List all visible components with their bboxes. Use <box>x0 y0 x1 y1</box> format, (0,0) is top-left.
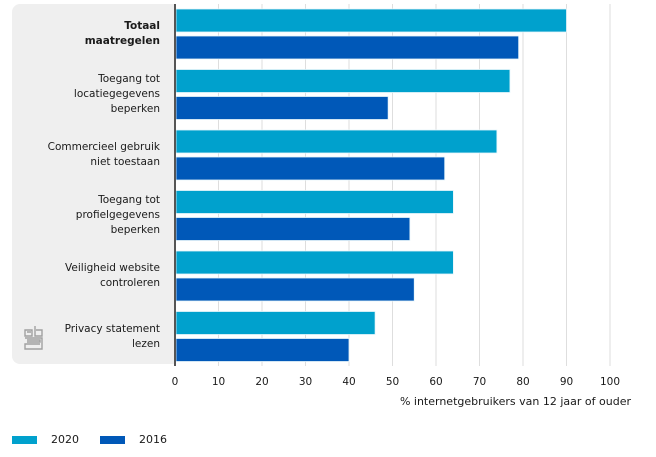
category-label-line: Toegang tot <box>98 194 160 206</box>
category-label-line: niet toestaan <box>90 156 160 168</box>
bar-2016 <box>175 96 389 120</box>
bar-2020 <box>175 190 454 214</box>
x-tick-label: 0 <box>172 376 179 388</box>
category-label-line: Privacy statement <box>64 322 160 335</box>
gridlines <box>218 4 611 366</box>
category-label: Totaal maatregelen <box>10 19 160 49</box>
category-label-line: lezen <box>131 337 160 350</box>
bar-2016 <box>175 35 520 60</box>
legend-swatch-2016 <box>100 435 125 444</box>
bar-2020 <box>175 311 376 335</box>
bar-2016 <box>175 217 411 241</box>
x-tick-label: 80 <box>516 376 529 388</box>
category-label-line: controleren <box>99 277 160 289</box>
category-label: Veiligheid website controleren <box>10 261 160 291</box>
x-tick-label: 30 <box>299 376 312 388</box>
legend-item-2020: 2020 <box>12 433 79 446</box>
bar-2020 <box>175 8 567 33</box>
category-label-line: beperken <box>110 103 160 115</box>
x-tick-label: 10 <box>212 376 225 388</box>
legend-item-2016: 2016 <box>100 433 167 446</box>
category-label: Commercieel gebruik niet toestaan <box>10 140 160 170</box>
category-label: Toegang tot locatiegegevens beperken <box>10 72 160 117</box>
legend-label-2020: 2020 <box>51 433 79 446</box>
category-label-line: Toegang tot <box>98 73 160 85</box>
bar-2016 <box>175 156 446 181</box>
bar-2016 <box>175 338 350 362</box>
bar-2020 <box>175 129 498 154</box>
x-tick-label: 40 <box>342 376 355 388</box>
category-label-panel <box>12 4 174 364</box>
x-tick-label: 20 <box>255 376 268 388</box>
legend-label-2016: 2016 <box>139 433 167 446</box>
category-label: Privacy statement lezen <box>10 322 160 352</box>
bar-2020 <box>175 69 511 93</box>
bar-2020 <box>175 250 454 275</box>
x-tick-label: 60 <box>429 376 442 388</box>
cbs-logo-icon <box>24 326 43 350</box>
x-tick-label: 70 <box>473 376 486 388</box>
category-label-line: beperken <box>110 224 160 236</box>
x-tick-labels: 0 10 20 30 40 50 60 70 80 90 100 <box>172 376 620 388</box>
category-label-line: Veiligheid website <box>65 262 160 274</box>
category-label: Toegang tot profielgegevens beperken <box>10 193 160 238</box>
bars <box>175 8 567 362</box>
category-label-line: locatiegegevens <box>73 88 160 100</box>
bar-2016 <box>175 277 415 302</box>
category-label-line: maatregelen <box>84 35 160 47</box>
category-label-line: profielgegevens <box>75 209 160 221</box>
legend-swatch-2020 <box>12 435 37 444</box>
x-tick-label: 100 <box>600 376 620 388</box>
x-tick-label: 50 <box>386 376 399 388</box>
x-tick-label: 90 <box>560 376 573 388</box>
category-label-line: Commercieel gebruik <box>47 141 160 153</box>
x-axis-title: % internetgebruikers van 12 jaar of oude… <box>399 395 631 408</box>
category-label-line: Totaal <box>124 20 160 32</box>
